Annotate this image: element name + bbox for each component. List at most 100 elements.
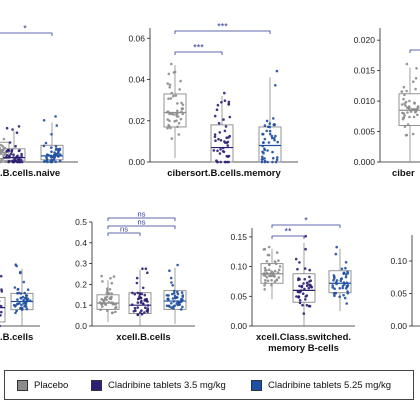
panel-title-4-0: xcell.B.cells xyxy=(116,332,170,343)
point-4-1-42 xyxy=(135,276,139,280)
point-0-2-44 xyxy=(55,147,58,151)
point-3-1-23 xyxy=(14,311,17,315)
point-2-0-45 xyxy=(408,99,411,103)
point-1-1-44 xyxy=(227,154,231,158)
y-tick-label-2-1: 0.005 xyxy=(354,127,376,137)
point-5-1-6 xyxy=(303,267,307,270)
point-2-0-44 xyxy=(407,107,411,111)
box-5-1 xyxy=(292,273,316,303)
point-0-2-20 xyxy=(54,160,57,164)
point-5-0-19 xyxy=(263,288,267,291)
point-4-2-27 xyxy=(167,294,170,297)
point-1-0-39 xyxy=(175,115,179,118)
point-4-0-4 xyxy=(110,292,113,295)
point-0-2-23 xyxy=(50,150,53,153)
point-1-2-24 xyxy=(276,140,280,144)
point-5-1-5 xyxy=(307,286,311,290)
point-2-0-25 xyxy=(415,108,418,111)
point-5-0-25 xyxy=(269,272,272,275)
sig-bracket-4-2 xyxy=(107,217,176,221)
point-4-2-17 xyxy=(175,302,179,305)
point-4-2-2 xyxy=(165,304,169,308)
point-3-1-39 xyxy=(25,307,29,311)
point-4-2-15 xyxy=(170,281,173,284)
point-1-2-7 xyxy=(275,69,279,73)
point-0-1-23 xyxy=(11,128,14,131)
legend-label-cladribine-3-5: Cladribine tablets 3.5 mg/kg xyxy=(108,379,226,391)
point-1-0-32 xyxy=(168,86,171,89)
point-1-0-14 xyxy=(177,133,181,136)
y-tick-label-4-0: 0.0 xyxy=(75,321,87,331)
point-4-1-40 xyxy=(144,298,148,301)
point-5-0-28 xyxy=(267,268,271,272)
point-2-0-8 xyxy=(409,110,413,113)
y-tick-label-1-2: 0.04 xyxy=(128,75,145,85)
point-1-1-26 xyxy=(224,125,228,128)
point-4-2-9 xyxy=(180,291,184,294)
point-5-1-15 xyxy=(304,247,307,251)
point-4-1-10 xyxy=(140,309,143,312)
point-1-0-38 xyxy=(178,88,181,91)
point-1-0-9 xyxy=(180,110,183,113)
point-0-2-2 xyxy=(50,146,53,149)
point-5-2-44 xyxy=(344,287,348,290)
point-3-1-22 xyxy=(14,263,17,267)
point-3-1-28 xyxy=(26,288,30,292)
point-4-2-33 xyxy=(179,297,183,301)
panel-title-3-0: .B.cells xyxy=(0,332,33,343)
point-5-2-26 xyxy=(344,261,348,264)
point-0-1-25 xyxy=(8,141,12,144)
point-5-0-7 xyxy=(266,279,270,283)
point-1-2-27 xyxy=(262,151,265,155)
point-5-1-22 xyxy=(302,312,306,315)
point-4-2-39 xyxy=(176,292,180,296)
y-tick-label-4-4: 0.4 xyxy=(75,238,87,248)
point-4-2-31 xyxy=(181,295,184,299)
point-0-1-31 xyxy=(5,126,9,130)
point-5-0-11 xyxy=(276,271,280,274)
point-4-0-26 xyxy=(111,311,114,315)
point-0-2-24 xyxy=(42,144,46,148)
point-4-1-16 xyxy=(138,292,142,295)
point-5-1-40 xyxy=(297,295,301,299)
point-1-1-31 xyxy=(218,131,222,134)
point-4-2-43 xyxy=(176,290,179,294)
point-3-1-9 xyxy=(13,305,17,308)
point-5-0-30 xyxy=(267,253,271,257)
point-2-0-6 xyxy=(412,80,415,83)
point-1-2-43 xyxy=(274,134,277,138)
point-2-0-27 xyxy=(415,67,418,70)
point-2-0-35 xyxy=(416,106,420,110)
point-5-1-27 xyxy=(300,284,304,288)
point-4-1-44 xyxy=(139,301,143,304)
point-5-1-35 xyxy=(298,299,302,302)
point-4-1-27 xyxy=(140,312,144,316)
point-1-2-41 xyxy=(268,129,272,133)
point-1-1-15 xyxy=(223,91,226,95)
point-1-2-15 xyxy=(274,160,278,164)
point-1-0-22 xyxy=(181,103,185,107)
point-0-2-33 xyxy=(45,159,49,162)
sig-bracket-1-0 xyxy=(174,51,223,55)
point-1-0-0 xyxy=(170,62,173,66)
point-4-2-11 xyxy=(168,269,171,273)
point-4-0-33 xyxy=(110,295,113,299)
point-4-2-38 xyxy=(176,300,180,303)
y-tick-label-6-1: 0.05 xyxy=(390,289,407,299)
sig-label-1-1: *** xyxy=(217,22,228,32)
point-5-1-42 xyxy=(303,287,306,291)
point-4-1-26 xyxy=(146,271,149,275)
point-1-1-32 xyxy=(225,154,229,158)
box-1-0 xyxy=(163,93,187,128)
point-1-0-15 xyxy=(172,71,176,74)
point-4-0-12 xyxy=(109,277,112,280)
point-1-1-18 xyxy=(214,139,217,142)
point-5-2-38 xyxy=(334,291,338,295)
point-0-0-24 xyxy=(0,160,2,164)
point-2-0-41 xyxy=(402,85,406,89)
point-5-0-45 xyxy=(264,281,267,285)
point-5-1-41 xyxy=(301,303,304,307)
point-0-1-43 xyxy=(8,160,11,163)
point-1-2-35 xyxy=(263,157,266,160)
point-5-1-9 xyxy=(298,284,301,288)
